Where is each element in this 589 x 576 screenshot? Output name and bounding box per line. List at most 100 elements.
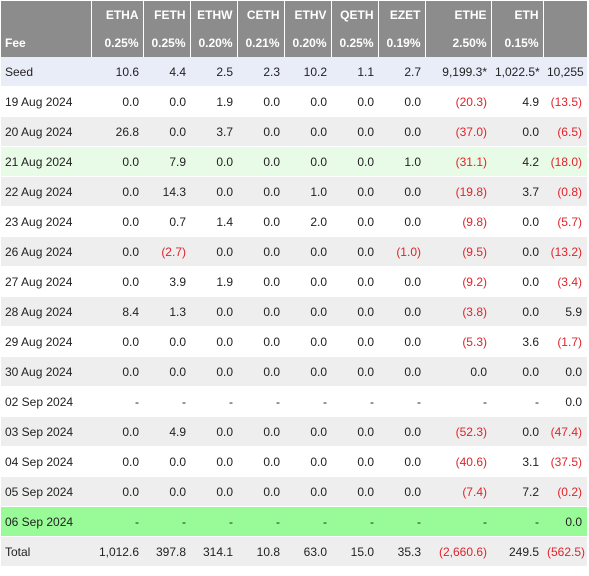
flow-cell: (37.0) <box>425 116 491 147</box>
flow-cell: 0.0 <box>190 236 237 267</box>
flow-cell: 0.0 <box>237 86 284 117</box>
header-eth: ETH <box>491 1 544 28</box>
flow-cell: 0.0 <box>190 416 237 447</box>
row-label: 19 Aug 2024 <box>1 86 91 117</box>
flow-cell: 0.0 <box>378 206 425 237</box>
flow-cell: (9.5) <box>425 236 491 267</box>
flow-cell: 2.7 <box>378 57 425 87</box>
table-row: 29 Aug 2024 0.0 0.0 0.0 0.0 0.0 0.0 0.0 (5.3) 3.6… <box>1 326 587 357</box>
fee-feth: 0.25% <box>143 28 191 57</box>
flow-cell: 0.0 <box>284 146 331 177</box>
flow-cell: 397.8 <box>143 536 190 567</box>
table-row: 30 Aug 2024 0.0 0.0 0.0 0.0 0.0 0.0 0.0 0.0 0.0 0.… <box>1 356 587 387</box>
flow-cell: - <box>190 506 237 537</box>
table-row: 20 Aug 2024 26.8 0.0 3.7 0.0 0.0 0.0 0.0 (37.0) 0… <box>1 116 587 147</box>
flow-cell: 0.0 <box>190 476 237 507</box>
flow-cell: (1.7) <box>543 326 587 357</box>
header-feth: FETH <box>143 1 191 28</box>
flow-cell: 0.0 <box>284 416 331 447</box>
flow-cell: 0.0 <box>237 356 284 387</box>
flow-cell: 4.4 <box>143 57 190 87</box>
flow-cell: 0.0 <box>143 86 190 117</box>
flow-cell: 1.9 <box>190 266 237 297</box>
table-header: ETHA FETH ETHW CETH ETHV QETH EZET ETHE … <box>1 1 588 57</box>
flow-cell: 4.9 <box>143 416 190 447</box>
header-ethe: ETHE <box>425 1 492 28</box>
flow-cell: 26.8 <box>91 116 143 147</box>
flow-cell: 2.5 <box>190 57 237 87</box>
flow-cell: 4.2 <box>491 146 543 177</box>
flow-cell: 0.0 <box>378 326 425 357</box>
flow-cell: - <box>378 386 425 417</box>
flow-cell: - <box>91 386 143 417</box>
flow-cell: (3.4) <box>543 266 587 297</box>
flow-cell: 0.0 <box>491 296 543 327</box>
header-blank <box>1 1 92 28</box>
flow-cell: 0.0 <box>331 326 378 357</box>
flow-cell: (9.8) <box>425 206 491 237</box>
table-row: 03 Sep 2024 0.0 4.9 0.0 0.0 0.0 0.0 0.0 (52.3) 0.… <box>1 416 587 447</box>
flow-cell: 9,199.3* <box>425 57 491 87</box>
flow-cell: - <box>491 386 543 417</box>
flow-cell: 0.0 <box>378 86 425 117</box>
flow-cell: 0.0 <box>237 146 284 177</box>
flow-cell: 10,255 <box>543 57 587 87</box>
table-row: 28 Aug 2024 8.4 1.3 0.0 0.0 0.0 0.0 0.0 (3.8) 0.0… <box>1 296 587 327</box>
flow-cell: 0.0 <box>237 236 284 267</box>
row-label: 04 Sep 2024 <box>1 446 91 477</box>
flow-cell: 0.0 <box>91 176 143 207</box>
flow-cell: (7.4) <box>425 476 491 507</box>
flow-cell: 0.0 <box>237 206 284 237</box>
flow-cell: - <box>143 386 190 417</box>
flow-cell: (47.4) <box>543 416 587 447</box>
flow-cell: 1.0 <box>284 176 331 207</box>
table-row: 04 Sep 2024 0.0 0.0 0.0 0.0 0.0 0.0 0.0 (40.6) 3.… <box>1 446 587 477</box>
flow-cell: 0.0 <box>491 236 543 267</box>
flow-cell: 0.0 <box>190 446 237 477</box>
flow-cell: 0.0 <box>331 146 378 177</box>
flow-cell: 0.0 <box>284 296 331 327</box>
flow-cell: 0.0 <box>378 116 425 147</box>
header-qeth: QETH <box>331 1 379 28</box>
flow-cell: - <box>425 386 491 417</box>
flow-cell: (19.8) <box>425 176 491 207</box>
flow-cell: 0.0 <box>284 236 331 267</box>
flow-cell: 3.7 <box>190 116 237 147</box>
flow-cell: 35.3 <box>378 536 425 567</box>
flow-cell: 0.0 <box>378 176 425 207</box>
flow-cell: 0.0 <box>237 116 284 147</box>
table-row: 27 Aug 2024 0.0 3.9 1.9 0.0 0.0 0.0 0.0 (9.2) 0.0… <box>1 266 587 297</box>
flow-cell: 0.0 <box>331 116 378 147</box>
flow-cell: 8.4 <box>91 296 143 327</box>
flow-cell: (52.3) <box>425 416 491 447</box>
flow-cell: 0.0 <box>491 266 543 297</box>
table-row: Seed 10.6 4.4 2.5 2.3 10.2 1.1 2.7 9,199.3* 1,022… <box>1 57 587 87</box>
row-label: 30 Aug 2024 <box>1 356 91 387</box>
flow-cell: 0.0 <box>91 266 143 297</box>
row-label: 20 Aug 2024 <box>1 116 91 147</box>
table-row: 02 Sep 2024- - - - - - - - -0.0 <box>1 386 587 417</box>
flow-cell: 0.0 <box>491 116 543 147</box>
flow-cell: (562.5) <box>543 536 587 567</box>
table-row: 06 Sep 2024- - - - - - - - -0.0 <box>1 506 587 537</box>
row-label: 21 Aug 2024 <box>1 146 91 177</box>
flow-cell: 0.7 <box>143 206 190 237</box>
ticker-header-row: ETHA FETH ETHW CETH ETHV QETH EZET ETHE … <box>1 1 588 28</box>
flow-cell: 1.3 <box>143 296 190 327</box>
flow-cell: 0.0 <box>543 386 587 417</box>
flow-cell: 0.0 <box>91 326 143 357</box>
flow-cell: 0.0 <box>331 446 378 477</box>
flow-cell: 0.0 <box>543 506 587 537</box>
flow-cell: 3.7 <box>491 176 543 207</box>
flow-cell: 0.0 <box>284 476 331 507</box>
flow-cell: 0.0 <box>543 356 587 387</box>
header-ezet: EZET <box>378 1 426 28</box>
flow-cell: 15.0 <box>331 536 378 567</box>
row-label: 23 Aug 2024 <box>1 206 91 237</box>
flow-cell: 4.9 <box>491 86 543 117</box>
flow-cell: 0.0 <box>378 356 425 387</box>
fee-etha: 0.25% <box>91 28 144 57</box>
flow-cell: 0.0 <box>331 416 378 447</box>
total-row: Total 1,012.6 397.8 314.1 10.8 63.0 15.0 35.3 (2… <box>1 536 587 567</box>
row-label: 02 Sep 2024 <box>1 386 91 417</box>
